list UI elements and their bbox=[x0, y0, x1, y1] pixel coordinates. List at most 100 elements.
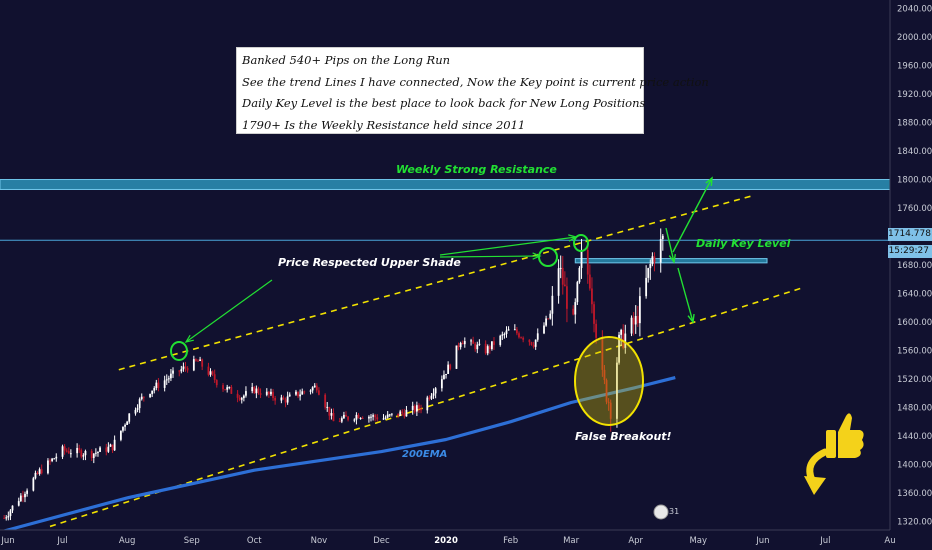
candle-body bbox=[315, 385, 318, 391]
candle-body bbox=[165, 379, 168, 381]
candle-body bbox=[624, 333, 627, 348]
candle bbox=[580, 238, 583, 279]
candle-body bbox=[603, 369, 606, 381]
candle-body bbox=[80, 450, 83, 457]
candle bbox=[443, 370, 445, 380]
candle-body bbox=[645, 277, 648, 297]
arrow-to-feb-touch bbox=[439, 252, 542, 260]
candle bbox=[182, 362, 185, 372]
candle-body bbox=[411, 405, 414, 410]
candle-body bbox=[99, 447, 101, 452]
candle bbox=[493, 337, 495, 350]
candle-body bbox=[403, 412, 406, 417]
candle bbox=[49, 458, 51, 465]
candle bbox=[415, 401, 418, 417]
candle bbox=[578, 266, 581, 284]
note-line-3: Daily Key Level is the best place to loo… bbox=[242, 96, 646, 110]
candle bbox=[111, 444, 114, 453]
key-level-label: Daily Key Level bbox=[696, 237, 791, 250]
arrow-shaft bbox=[665, 227, 675, 263]
candle-body bbox=[620, 329, 623, 335]
candle bbox=[547, 318, 550, 320]
candle bbox=[534, 339, 537, 350]
candle bbox=[236, 390, 239, 403]
y-tick-label: 2040.000 bbox=[897, 5, 932, 15]
candle bbox=[507, 326, 510, 331]
candle-body bbox=[295, 391, 297, 395]
candle bbox=[340, 416, 343, 424]
candle bbox=[649, 259, 652, 280]
candle bbox=[303, 390, 306, 395]
candle bbox=[38, 467, 41, 476]
y-tick-label: 1560.000 bbox=[897, 346, 932, 356]
candle bbox=[382, 414, 385, 420]
candle-body bbox=[142, 396, 145, 398]
candle bbox=[403, 408, 406, 419]
y-tick-label: 1680.000 bbox=[897, 261, 932, 271]
arrow-up-breakout bbox=[672, 176, 713, 253]
candle bbox=[9, 509, 12, 521]
candle-body bbox=[236, 393, 239, 398]
candle bbox=[226, 384, 229, 393]
candle bbox=[288, 392, 291, 397]
curved-arrow-shaft bbox=[806, 448, 829, 484]
candle-body bbox=[40, 469, 43, 474]
candle-body bbox=[653, 256, 656, 263]
candle bbox=[167, 375, 170, 383]
candle bbox=[19, 493, 22, 502]
candle bbox=[353, 418, 356, 423]
candle bbox=[211, 370, 214, 376]
candle bbox=[478, 339, 481, 346]
candle bbox=[484, 340, 487, 355]
candle-body bbox=[607, 401, 610, 403]
candle-body bbox=[595, 323, 598, 338]
y-tick-label: 1520.000 bbox=[897, 375, 932, 385]
candle-body bbox=[255, 388, 258, 394]
candle-body bbox=[324, 394, 327, 408]
y-tick-label: 1840.000 bbox=[897, 147, 932, 157]
candle bbox=[157, 378, 160, 392]
candle bbox=[390, 413, 393, 417]
candle bbox=[503, 332, 506, 339]
candle-body bbox=[340, 418, 343, 422]
candle-body bbox=[476, 344, 479, 350]
candle bbox=[153, 386, 156, 394]
candle bbox=[418, 403, 420, 413]
y-tick-label: 1320.000 bbox=[897, 517, 932, 527]
candle bbox=[47, 458, 49, 475]
candle-body bbox=[311, 387, 314, 391]
candle-body bbox=[426, 397, 429, 411]
candle-body bbox=[536, 333, 539, 340]
candle-body bbox=[516, 329, 518, 334]
candle-body bbox=[84, 450, 87, 456]
candle-body bbox=[69, 453, 72, 455]
candle-body bbox=[251, 387, 254, 392]
candle-body bbox=[399, 411, 402, 416]
candle bbox=[170, 368, 172, 382]
candle bbox=[591, 277, 593, 314]
candle bbox=[343, 411, 345, 419]
candle bbox=[413, 404, 416, 414]
candle bbox=[420, 404, 422, 414]
candle-body bbox=[661, 235, 664, 240]
candle-body bbox=[328, 406, 331, 416]
candle bbox=[622, 324, 625, 350]
candle bbox=[328, 406, 331, 420]
candle bbox=[313, 383, 316, 388]
y-tick-label: 1960.000 bbox=[897, 62, 932, 72]
candle-body bbox=[151, 390, 154, 394]
candle bbox=[603, 365, 606, 385]
candle bbox=[32, 476, 35, 492]
upper-shade-label: Price Respected Upper Shade bbox=[278, 256, 461, 269]
candle-body bbox=[163, 380, 166, 388]
candle-body bbox=[301, 391, 304, 395]
candle-body bbox=[420, 408, 422, 411]
candle bbox=[26, 488, 28, 497]
candle bbox=[432, 388, 435, 399]
y-tick-label: 1440.000 bbox=[897, 432, 932, 442]
candle bbox=[105, 443, 108, 456]
candle bbox=[434, 387, 437, 399]
candle-body bbox=[26, 490, 28, 494]
candle bbox=[253, 385, 256, 394]
